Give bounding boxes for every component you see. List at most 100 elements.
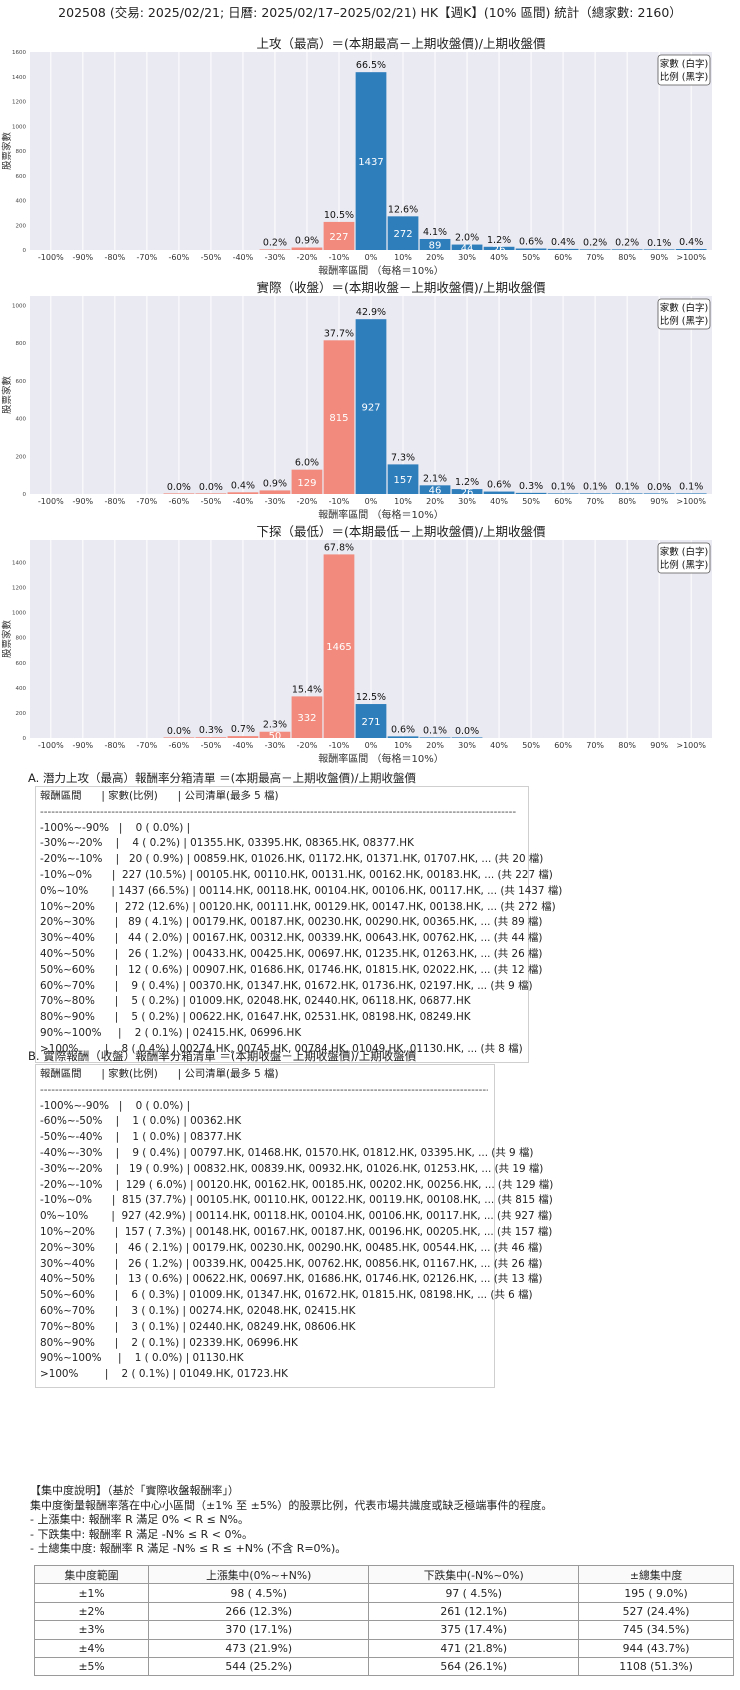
bar: [259, 731, 291, 738]
table-cell: 1108 (51.3%): [578, 1656, 734, 1677]
bar-percent-label: 1.2%: [455, 477, 479, 488]
bar: [387, 736, 419, 738]
bar-percent-label: 4.1%: [423, 227, 447, 238]
legend-text: 比例 (黑字): [660, 315, 708, 327]
bar-count-label: 815: [329, 413, 348, 424]
bar: [323, 340, 355, 494]
x-tick-label: -50%: [201, 253, 222, 262]
bar-count-label: 46: [429, 486, 442, 497]
table-cell: 98 ( 4.5%): [148, 1583, 370, 1603]
bar: [675, 249, 707, 250]
bar-count-label: 927: [361, 403, 380, 414]
list-row: -30%~-20% | 4 ( 0.2%) | 01355.HK, 03395.…: [40, 837, 414, 850]
y-tick-label: 400: [16, 417, 27, 423]
y-tick-label: 200: [16, 223, 27, 229]
legend-box: [657, 298, 711, 330]
notes-heading: 【集中度說明】（基於「實際收盤報酬率」）: [30, 1484, 239, 1497]
bar-percent-label: 66.5%: [356, 60, 386, 71]
chart-svg: 上攻（最高）＝(本期最高－上期收盤價)/上期收盤價 0 200 400 600 800 10…: [1, 36, 712, 277]
bar-percent-label: 0.7%: [231, 724, 255, 735]
chart-title: 實際（收盤）＝(本期收盤－上期收盤價)/上期收盤價: [257, 280, 546, 295]
table-cell: 564 (26.1%): [368, 1656, 580, 1677]
y-tick-label: 600: [16, 174, 27, 180]
bar-count-label: 272: [393, 229, 412, 240]
bar: [579, 493, 611, 494]
list-row: 90%~100% | 2 ( 0.1%) | 02415.HK, 06996.H…: [40, 1026, 302, 1039]
y-tick-label: 1200: [12, 586, 26, 592]
x-tick-label: -60%: [169, 741, 190, 750]
list-row: 40%~50% | 26 ( 1.2%) | 00433.HK, 00425.H…: [40, 947, 543, 960]
chart-high: 上攻（最高）＝(本期最高－上期收盤價)/上期收盤價 0 200 400 600 800 10…: [0, 34, 740, 280]
x-tick-label: 50%: [522, 497, 540, 506]
table-row: ±2% 266 (12.3%) 261 (12.1%) 527 (24.4%): [33, 1601, 734, 1622]
x-tick-label: 20%: [426, 741, 444, 750]
bar: [515, 248, 547, 250]
x-tick-label: -80%: [105, 497, 126, 506]
bar-percent-label: 2.0%: [455, 233, 479, 244]
bar-count-label: 129: [297, 478, 316, 489]
bar-percent-label: 7.3%: [391, 452, 415, 463]
x-tick-label: -90%: [72, 497, 93, 506]
x-tick-label: -50%: [201, 741, 222, 750]
x-tick-label: 90%: [650, 497, 668, 506]
list-a-title: A. 潛力上攻（最高）報酬率分箱清單 ＝(本期最高－上期收盤價)/上期收盤價: [28, 771, 416, 785]
bar-percent-label: 0.2%: [263, 238, 287, 249]
legend: 家數 (白字)比例 (黑字): [657, 54, 711, 86]
bar-percent-label: 15.4%: [292, 684, 322, 695]
bar-percent-label: 6.0%: [295, 458, 319, 469]
concentration-notes: 【集中度說明】（基於「實際收盤報酬率」） 集中度衡量報酬率落在中心小區間（±1%…: [30, 1484, 720, 1557]
x-tick-label: 20%: [426, 253, 444, 262]
list-row: -10%~0% | 227 (10.5%) | 00105.HK, 00110.…: [40, 868, 553, 881]
bar: [515, 492, 547, 494]
bar: [387, 464, 419, 494]
bar-percent-label: 10.5%: [324, 210, 354, 221]
bar-percent-label: 0.1%: [583, 481, 607, 492]
x-axis-label: 報酬率區間 （每格＝10%）: [318, 264, 443, 277]
legend: 家數 (白字)比例 (黑字): [657, 542, 711, 574]
chart-title: 下探（最低）＝(本期最低－上期收盤價)/上期收盤價: [257, 524, 546, 539]
x-tick-label: 40%: [490, 741, 508, 750]
y-tick-label: 1200: [12, 100, 26, 106]
table-row: ±4% 473 (21.9%) 471 (21.8%) 944 (43.7%): [33, 1638, 734, 1658]
x-tick-label: -100%: [38, 253, 64, 262]
bar-percent-label: 12.5%: [356, 692, 386, 703]
bar: [291, 696, 323, 738]
bar: [355, 72, 387, 250]
x-tick-label: 30%: [458, 497, 476, 506]
x-tick-label: -100%: [38, 741, 64, 750]
x-tick-label: -90%: [72, 253, 93, 262]
bar-percent-label: 0.0%: [167, 726, 191, 737]
y-tick-label: 1400: [12, 75, 26, 81]
x-tick-label: -90%: [72, 741, 93, 750]
bar: [547, 493, 579, 494]
table-header: 上漲集中(0%~+N%): [148, 1564, 370, 1585]
list-row: 0%~10% | 1437 (66.5%) | 00114.HK, 00118.…: [40, 884, 563, 897]
bar-percent-label: 0.3%: [199, 725, 223, 736]
x-tick-label: -40%: [233, 253, 254, 262]
list-row: 30%~40% | 26 ( 1.2%) | 00339.HK, 00425.H…: [40, 1257, 543, 1270]
bar-percent-label: 0.4%: [679, 237, 703, 248]
list-row: 10%~20% | 272 (12.6%) | 00120.HK, 00111.…: [40, 900, 556, 913]
list-row: 0%~10% | 927 (42.9%) | 00114.HK, 00118.H…: [40, 1210, 553, 1223]
y-tick-label: 600: [16, 379, 27, 385]
bar-percent-label: 1.2%: [487, 235, 511, 246]
list-row: >100% | 2 ( 0.1%) | 01049.HK, 01723.HK: [40, 1368, 288, 1381]
legend-text: 家數 (白字): [660, 546, 708, 558]
y-tick-label: 1000: [12, 124, 26, 130]
x-tick-label: -80%: [105, 741, 126, 750]
x-tick-label: 40%: [490, 497, 508, 506]
bar-count-label: 1437: [358, 157, 383, 168]
y-tick-label: 0: [23, 248, 27, 254]
bar-percent-label: 0.3%: [519, 481, 543, 492]
bar: [291, 469, 323, 494]
table-cell: 544 (25.2%): [148, 1656, 370, 1677]
bar-percent-label: 0.0%: [455, 726, 479, 737]
list-row: -30%~-20% | 19 ( 0.9%) | 00832.HK, 00839…: [40, 1162, 544, 1175]
table-cell: 471 (21.8%): [368, 1638, 580, 1658]
list-row: -10%~0% | 815 (37.7%) | 00105.HK, 00110.…: [40, 1194, 553, 1207]
legend-box: [657, 542, 711, 574]
x-tick-label: 50%: [522, 253, 540, 262]
table-cell: 266 (12.3%): [148, 1601, 370, 1622]
legend-text: 家數 (白字): [660, 58, 708, 70]
x-tick-label: 10%: [394, 741, 412, 750]
